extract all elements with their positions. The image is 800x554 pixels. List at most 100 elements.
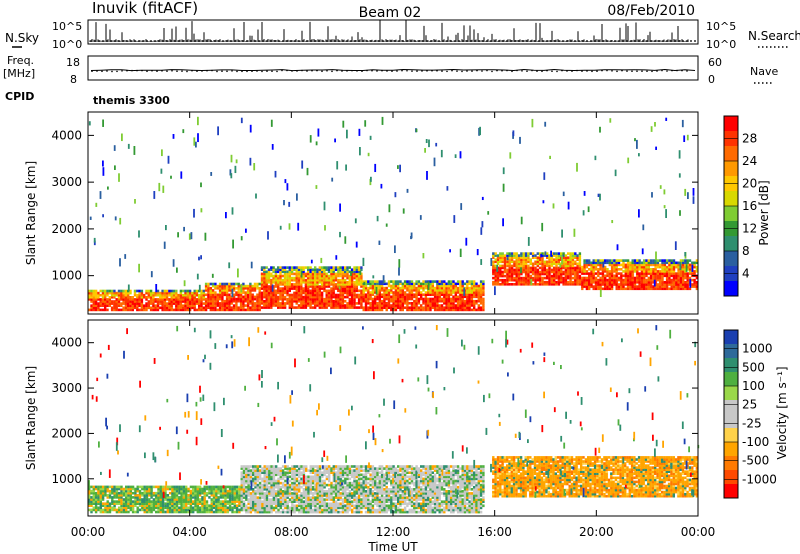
power-cell [360, 304, 363, 307]
power-cell [397, 282, 400, 286]
power-cell [314, 302, 317, 305]
power-cell [295, 272, 298, 276]
power-cell [624, 263, 627, 267]
power-cell [524, 260, 528, 264]
power-cell [429, 308, 432, 312]
velocity-cell [127, 506, 130, 510]
power-cell [499, 256, 502, 259]
power-cell [161, 298, 164, 301]
power-cell [515, 274, 518, 278]
power-cell [413, 286, 416, 290]
power-cell [546, 270, 549, 274]
power-cell [281, 293, 284, 297]
power-cell [204, 306, 208, 309]
power-scatter-cell [253, 163, 256, 171]
power-cell [348, 300, 351, 303]
power-cell [640, 268, 644, 271]
power-cell [420, 286, 423, 290]
velocity-cell [245, 504, 248, 508]
velocity-cell [122, 510, 126, 514]
power-scatter-cell [398, 259, 401, 268]
power-cell [341, 278, 345, 282]
power-scatter-cell [540, 253, 542, 258]
power-cell [297, 274, 301, 278]
power-cell [643, 276, 646, 280]
power-cell [665, 283, 669, 286]
power-cell [427, 299, 430, 303]
power-cell [140, 293, 144, 297]
velocity-cell [203, 491, 206, 495]
power-cell [459, 306, 462, 309]
power-cell [633, 263, 637, 267]
power-cell [152, 308, 155, 312]
power-scatter-cell [385, 223, 388, 227]
power-cell [323, 266, 326, 269]
velocity-cell [182, 485, 186, 489]
power-cell [318, 285, 321, 288]
power-cell [198, 308, 201, 312]
velocity-cell [196, 504, 199, 507]
power-cell [536, 262, 539, 266]
power-cell [401, 284, 404, 288]
power-cell [581, 283, 584, 286]
power-cell [364, 304, 368, 307]
velocity-cell [136, 487, 139, 491]
power-cell [508, 264, 511, 268]
power-cell [578, 264, 582, 268]
power-cell [193, 298, 196, 301]
power-cell [436, 289, 439, 292]
power-cell [636, 274, 639, 278]
velocity-cell [205, 487, 209, 491]
power-cell [283, 272, 287, 276]
power-cell [672, 287, 676, 291]
power-cell [583, 268, 586, 271]
velocity-marks [88, 325, 700, 514]
velocity-cell [168, 510, 172, 514]
velocity-cell [245, 498, 248, 501]
velocity-cell [258, 504, 262, 508]
power-cell [548, 258, 551, 261]
power-cell [649, 278, 653, 282]
power-cell [258, 289, 261, 292]
power-cell [578, 252, 582, 255]
power-cell [443, 284, 446, 288]
power-cell [334, 285, 338, 288]
power-cell [314, 270, 317, 274]
power-cell [353, 268, 356, 271]
power-cell [165, 304, 169, 307]
velocity-cell [245, 467, 248, 470]
power-cell [332, 268, 335, 271]
power-scatter-cell [686, 134, 689, 141]
power-cell [647, 278, 650, 282]
velocity-cell [136, 506, 139, 510]
velocity-cell [88, 500, 91, 503]
velocity-cell [175, 506, 179, 510]
power-cell [695, 265, 699, 269]
power-cell [297, 266, 301, 269]
velocity-cell [233, 494, 236, 497]
power-scatter-cell [480, 259, 483, 265]
power-cell [193, 293, 196, 297]
power-cell [482, 280, 485, 283]
velocity-cell [101, 510, 105, 514]
power-cell [608, 274, 611, 278]
velocity-cell [108, 508, 112, 512]
power-cell [431, 304, 434, 307]
power-cell [585, 278, 589, 282]
power-cell [270, 295, 273, 299]
power-cell [567, 276, 570, 280]
power-cell [431, 286, 434, 290]
power-cell [588, 268, 591, 271]
power-cell [334, 266, 338, 269]
power-cell [309, 278, 312, 282]
power-cell [307, 297, 310, 301]
power-cell [406, 308, 409, 312]
velocity-cell [238, 487, 241, 491]
power-cell [636, 265, 639, 269]
velocity-cell [155, 506, 158, 510]
velocity-cell [99, 489, 102, 493]
power-cell [548, 270, 551, 274]
power-cell [357, 274, 361, 278]
power-cell [140, 308, 144, 312]
velocity-cell [185, 491, 188, 495]
